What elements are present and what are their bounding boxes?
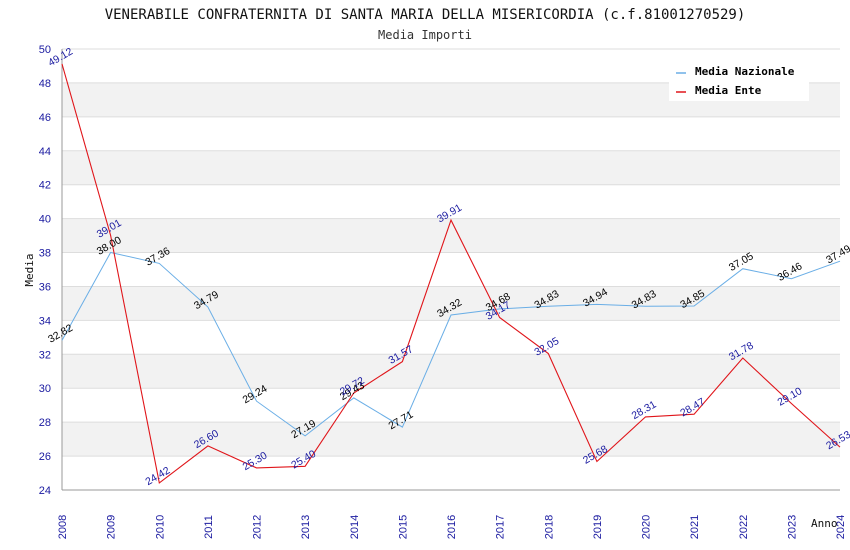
x-axis-title: Anno [811, 517, 838, 530]
data-label-media-ente: 28.47 [678, 396, 707, 420]
y-tick-label: 24 [39, 485, 51, 497]
grid-band [62, 354, 840, 389]
x-tick-label: 2013 [300, 515, 312, 539]
series-lines [61, 63, 841, 484]
x-tick-label: 2011 [203, 515, 215, 539]
grid-band [62, 218, 840, 253]
x-tick-label: 2012 [252, 515, 264, 539]
x-tick-label: 2020 [641, 515, 653, 539]
chart-subtitle: Media Importi [378, 28, 472, 42]
x-tick-label: 2018 [543, 515, 555, 539]
x-tick-label: 2023 [786, 515, 798, 539]
y-tick-label: 32 [39, 349, 51, 361]
y-tick-label: 36 [39, 281, 51, 293]
y-tick-label: 40 [39, 214, 51, 226]
series-line-media-nazionale [61, 251, 841, 437]
x-tick-label: 2010 [154, 515, 166, 539]
y-tick-label: 46 [39, 112, 51, 124]
y-tick-label: 34 [39, 315, 51, 327]
x-axis-ticks: 2008 2009 2010 2011 2012 2013 2014 2015 2016 2017… [57, 515, 847, 539]
x-tick-label: 2024 [835, 515, 847, 539]
chart-title: VENERABILE CONFRATERNITA DI SANTA MARIA … [105, 7, 746, 23]
y-tick-label: 42 [39, 180, 51, 192]
x-tick-label: 2021 [689, 515, 701, 539]
y-tick-label: 38 [39, 248, 51, 260]
grid-band [62, 150, 840, 185]
y-axis-title: Media [23, 253, 36, 286]
grid-band [62, 422, 840, 457]
y-tick-label: 26 [39, 451, 51, 463]
y-tick-label: 44 [39, 146, 51, 158]
x-tick-label: 2014 [349, 515, 361, 539]
grid-lines [62, 48, 840, 457]
legend: Media Nazionale Media Ente [669, 58, 809, 101]
y-tick-label: 28 [39, 417, 51, 429]
x-tick-label: 2015 [397, 515, 409, 539]
legend-label-media-nazionale: Media Nazionale [695, 65, 795, 78]
x-tick-label: 2017 [495, 515, 507, 539]
y-axis-ticks: 24 26 28 30 32 34 36 38 40 42 44 46 48 50 [39, 44, 51, 497]
data-label-media-ente: 24.42 [143, 464, 172, 488]
x-tick-label: 2019 [592, 515, 604, 539]
y-tick-label: 50 [39, 44, 51, 56]
x-tick-label: 2016 [446, 515, 458, 539]
y-tick-label: 48 [39, 78, 51, 90]
series-line-media-ente [61, 63, 841, 484]
y-tick-label: 30 [39, 383, 51, 395]
x-tick-label: 2008 [57, 515, 69, 539]
x-tick-label: 2022 [738, 515, 750, 539]
legend-box [669, 58, 809, 101]
x-tick-label: 2009 [106, 515, 118, 539]
grid-bands [62, 82, 840, 457]
data-label-media-nazionale: 36.46 [775, 260, 804, 284]
legend-label-media-ente: Media Ente [695, 84, 762, 97]
